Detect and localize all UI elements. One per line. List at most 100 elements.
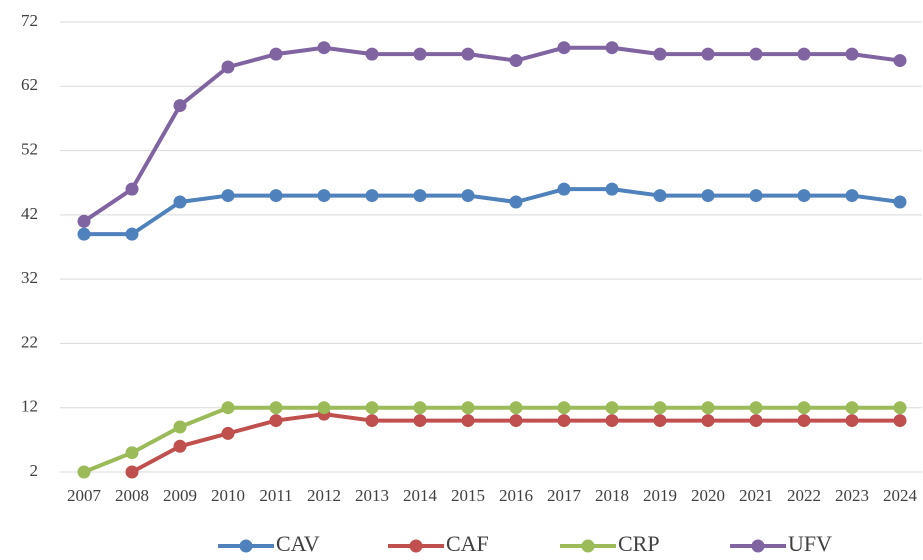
data-point [701,401,715,415]
series-line [82,45,901,223]
data-point [269,189,283,203]
data-point [653,47,667,61]
y-tick-label: 32 [21,268,38,287]
data-point [365,401,379,415]
legend-label: CAV [276,531,320,556]
data-point [221,426,235,440]
data-point [365,47,379,61]
data-point [845,189,859,203]
legend-marker [239,539,253,553]
data-point [461,414,475,428]
y-tick-label: 72 [21,11,38,30]
data-point [509,414,523,428]
data-point [557,401,571,415]
data-point [605,182,619,196]
data-point [797,414,811,428]
data-point [605,414,619,428]
data-point [173,420,187,434]
legend-marker [409,539,423,553]
y-tick-label: 12 [21,397,38,416]
data-point [893,195,907,209]
data-point [173,439,187,453]
data-point [365,189,379,203]
data-point [749,189,763,203]
y-tick-label: 42 [21,204,38,223]
data-point [221,189,235,203]
data-point [221,401,235,415]
data-point [749,47,763,61]
x-tick-label: 2022 [787,486,821,505]
x-tick-label: 2007 [67,486,102,505]
data-point [461,189,475,203]
data-point [701,189,715,203]
data-point [653,189,667,203]
data-point [701,414,715,428]
data-point [413,414,427,428]
legend-label: CAF [446,531,489,556]
legend-marker [581,539,595,553]
data-point [653,414,667,428]
data-point [557,182,571,196]
x-tick-label: 2018 [595,486,629,505]
data-point [509,401,523,415]
data-point [125,465,139,479]
x-tick-label: 2023 [835,486,869,505]
data-point [605,41,619,55]
x-tick-label: 2015 [451,486,485,505]
data-point [317,189,331,203]
y-tick-label: 22 [21,332,38,351]
x-tick-label: 2019 [643,486,677,505]
series-line [84,187,901,237]
data-point [269,47,283,61]
data-point [269,414,283,428]
data-point [77,465,91,479]
data-point [701,47,715,61]
data-point [173,195,187,209]
legend-label: CRP [618,531,660,556]
data-point [893,54,907,68]
x-tick-label: 2012 [307,486,341,505]
data-point [77,214,91,228]
x-tick-label: 2020 [691,486,725,505]
data-point [557,41,571,55]
y-tick-label: 52 [21,139,38,158]
data-point [413,189,427,203]
data-point [797,401,811,415]
data-point [653,401,667,415]
data-point [269,401,283,415]
data-point [893,401,907,415]
data-point [461,47,475,61]
x-tick-label: 2016 [499,486,533,505]
y-tick-label: 2 [30,461,39,480]
data-point [893,414,907,428]
data-point [509,195,523,209]
data-point [317,401,331,415]
y-tick-label: 62 [21,75,38,94]
data-point [365,414,379,428]
data-point [413,401,427,415]
x-tick-label: 2013 [355,486,389,505]
data-point [797,47,811,61]
data-point [605,401,619,415]
data-point [845,401,859,415]
data-point [749,401,763,415]
series-line [83,405,900,474]
data-point [125,446,139,460]
data-point [125,227,139,241]
data-point [797,189,811,203]
x-tick-label: 2008 [115,486,149,505]
data-point [317,41,331,55]
data-point [845,414,859,428]
data-point [125,182,139,196]
x-tick-label: 2021 [739,486,773,505]
data-point [413,47,427,61]
data-point [173,99,187,113]
legend-label: UFV [788,531,832,556]
data-point [845,47,859,61]
x-tick-label: 2014 [403,486,438,505]
data-point [221,60,235,74]
x-tick-label: 2017 [547,486,582,505]
data-point [77,227,91,241]
x-tick-label: 2009 [163,486,197,505]
